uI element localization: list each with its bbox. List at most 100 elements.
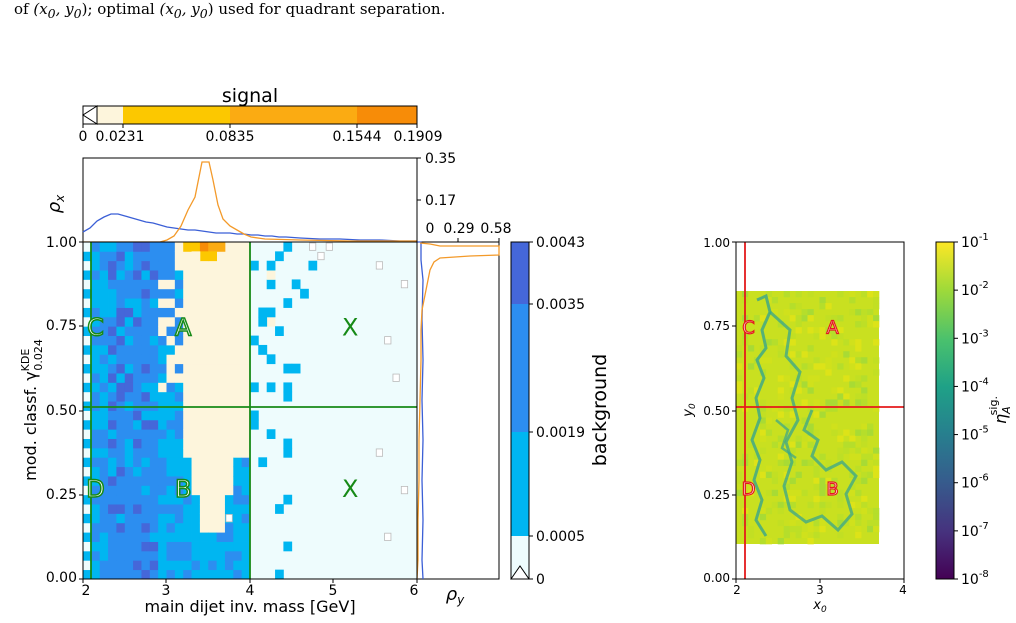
opt-heatmap-cell	[873, 291, 880, 298]
heatmap-cell	[233, 457, 243, 468]
heatmap-cell	[124, 466, 134, 477]
heatmap-cell	[99, 494, 109, 505]
heatmap-cell	[241, 279, 251, 290]
heatmap-cell	[158, 504, 167, 514]
heatmap-cell	[183, 494, 192, 505]
opt-heatmap-cell	[783, 459, 790, 466]
heatmap-cell	[149, 270, 159, 280]
heatmap-cell	[233, 419, 243, 430]
heatmap-cell	[191, 326, 201, 337]
opt-heatmap-cell	[837, 363, 844, 370]
heatmap-cell	[224, 298, 234, 308]
opt-heatmap-cell	[837, 435, 844, 442]
heatmap-cell	[124, 270, 134, 280]
opt-heatmap-cell	[795, 525, 802, 533]
heatmap-cell	[183, 550, 192, 561]
heatmap-cell	[108, 363, 117, 374]
signal-colorbar: signal 0 0.0231 0.0835 0.1544 0.1909	[79, 85, 443, 145]
heatmap-cell	[183, 560, 192, 571]
opt-heatmap-cell	[753, 453, 761, 460]
heatmap-cell	[216, 307, 226, 318]
heatmap-cell	[116, 382, 126, 393]
heatmap-cell	[158, 541, 167, 552]
heatmap-cell	[149, 326, 159, 337]
heatmap-cell	[183, 457, 192, 468]
heatmap-cell	[116, 494, 126, 505]
opt-heatmap-cell	[789, 315, 796, 322]
heatmap-cell	[149, 260, 159, 271]
heatmap-cell	[224, 260, 234, 271]
signal-colorbar-title: signal	[222, 85, 278, 107]
heatmap-cell	[233, 401, 243, 411]
opt-heatmap-cell	[825, 303, 832, 310]
heatmap-cell	[174, 288, 184, 299]
opt-heatmap-cell	[771, 405, 779, 412]
heatmap-cell	[183, 429, 192, 439]
opt-heatmap-cell	[849, 297, 856, 304]
heatmap-cell	[241, 466, 251, 477]
heatmap-cell	[83, 504, 92, 514]
heatmap-cell	[149, 419, 159, 430]
heatmap-cell	[133, 532, 142, 542]
opt-heatmap-cell	[795, 321, 802, 328]
heatmap-cell	[91, 419, 101, 430]
heatmap-cell	[241, 326, 251, 337]
heatmap-cell	[141, 410, 151, 421]
heatmap-cell	[116, 326, 126, 337]
heatmap-cell	[183, 354, 192, 365]
heatmap-cell	[83, 513, 92, 524]
heatmap-cell	[233, 522, 243, 533]
right-marginal-frame	[416, 241, 500, 580]
right-marginal-bkg-hist	[417, 241, 424, 580]
heatmap-cell	[199, 438, 209, 449]
heatmap-cell	[216, 522, 226, 533]
heatmap-cell	[166, 522, 176, 533]
opt-heatmap-cell	[843, 351, 850, 358]
opt-heatmap-cell	[765, 537, 773, 545]
opt-heatmap-cell	[783, 309, 790, 316]
bkg-cbar-ticks	[529, 241, 533, 580]
opt-heatmap-cell	[831, 339, 838, 346]
heatmap-cell	[208, 270, 217, 280]
heatmap-cell	[91, 494, 101, 505]
heatmap-cell	[208, 354, 217, 365]
heatmap-cell	[208, 522, 217, 533]
opt-heatmap-cell	[801, 399, 808, 406]
heatmap-cell	[224, 532, 234, 542]
heatmap-cell	[99, 242, 109, 252]
heatmap-cell	[183, 522, 192, 533]
heatmap-cell	[224, 410, 234, 421]
opt-heatmap-cell	[759, 435, 767, 442]
heatmap-cell	[233, 485, 243, 496]
signal-cbar-seg-0	[97, 106, 123, 124]
heatmap-cell	[141, 288, 151, 299]
heatmap-cell	[158, 363, 167, 374]
heatmap-cell	[174, 373, 184, 383]
opt-heatmap-cell	[759, 471, 767, 479]
heatmap-cell	[149, 447, 159, 458]
heatmap-cell	[183, 382, 192, 393]
heatmap-cell	[233, 391, 243, 402]
opt-valley-curve-2	[768, 310, 858, 533]
heatmap-cell	[166, 373, 176, 383]
heatmap-cell	[116, 260, 126, 271]
heatmap-cell	[91, 447, 101, 458]
heatmap-cell	[158, 447, 167, 458]
heatmap-cell	[191, 354, 201, 365]
heatmap-cell	[141, 251, 151, 262]
heatmap-cell	[191, 344, 201, 355]
opt-heatmap-cell	[795, 327, 802, 334]
main-heatmap-cells	[83, 242, 409, 580]
heatmap-cell	[141, 363, 151, 374]
opt-heatmap-cell	[861, 471, 868, 479]
opt-heatmap-cell	[855, 525, 862, 533]
right-marginal-xtick-label: 0.29	[443, 221, 474, 237]
heatmap-cell	[191, 429, 201, 439]
heatmap-cell	[108, 532, 117, 542]
main-xticks	[82, 579, 418, 583]
heatmap-cell	[158, 326, 167, 337]
heatmap-cell	[124, 326, 134, 337]
opt-heatmap-cell	[855, 429, 862, 436]
heatmap-cell	[149, 401, 159, 411]
heatmap-cell	[216, 410, 226, 421]
